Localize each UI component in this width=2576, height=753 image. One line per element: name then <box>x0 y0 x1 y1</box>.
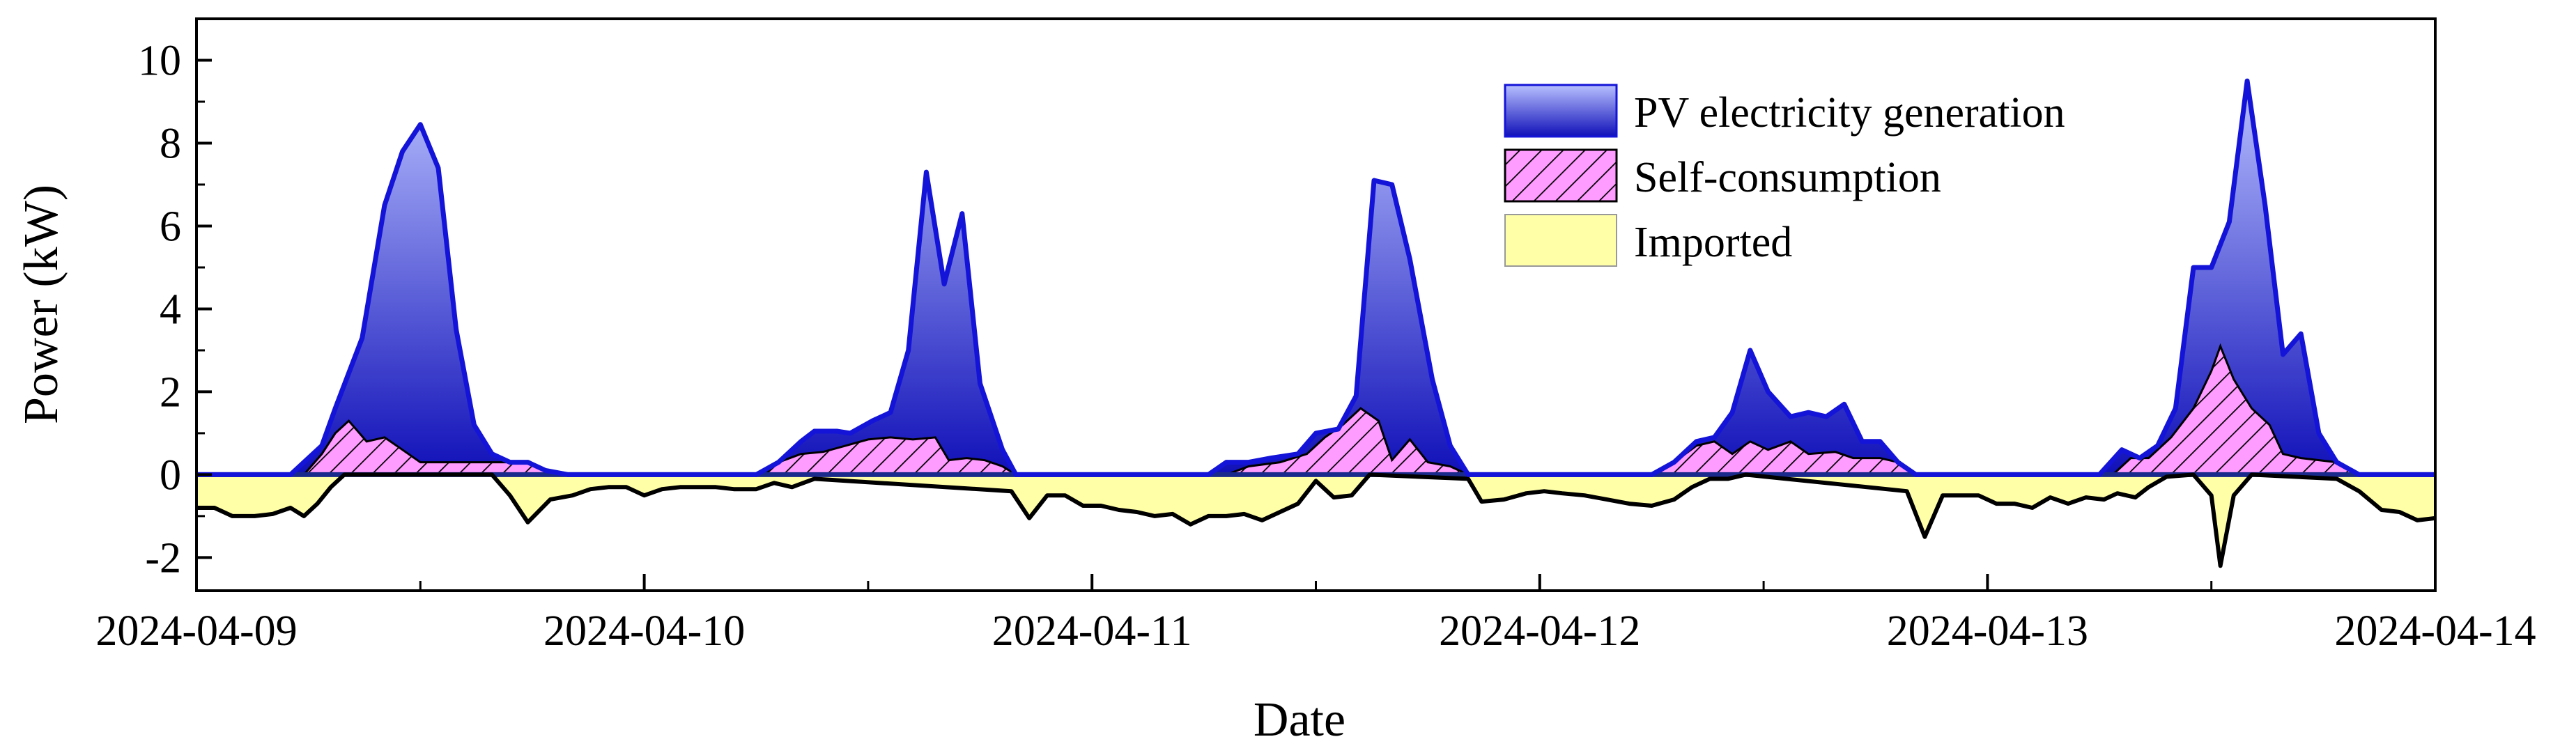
imported-area <box>196 474 2435 566</box>
legend-label-self: Self-consumption <box>1634 154 1941 201</box>
y-tick-label: 4 <box>160 286 181 333</box>
y-tick-label: 0 <box>160 451 181 499</box>
y-tick-label: -2 <box>145 534 181 582</box>
y-axis: -2 0 2 4 6 8 10 <box>138 37 212 582</box>
plot-area <box>196 78 2435 568</box>
legend-swatch-self <box>1504 148 1618 203</box>
x-tick-label: 2024-04-11 <box>992 607 1192 655</box>
x-axis: 2024-04-09 2024-04-10 2024-04-11 2024-04-12… <box>95 574 2536 655</box>
pv-generation-line <box>196 78 2435 477</box>
legend-swatch-pv <box>1504 84 1618 138</box>
x-tick-label: 2024-04-12 <box>1439 607 1640 655</box>
x-axis-title: Date <box>1254 693 1345 747</box>
legend-label-imported: Imported <box>1634 219 1792 266</box>
legend-swatch-imported <box>1504 214 1617 267</box>
y-axis-title: Power (kW) <box>15 185 68 424</box>
x-tick-label: 2024-04-14 <box>2334 607 2536 655</box>
x-tick-label: 2024-04-10 <box>543 607 745 655</box>
self-consumption-area <box>196 343 2435 476</box>
x-tick-label: 2024-04-09 <box>95 607 297 655</box>
legend: PV electricity generation Self-consumpti… <box>1504 84 2065 267</box>
y-tick-label: 8 <box>160 120 181 167</box>
pv-generation-area <box>196 81 2435 475</box>
imported-line <box>196 472 2435 568</box>
y-tick-label: 6 <box>160 203 181 250</box>
x-tick-label: 2024-04-13 <box>1887 607 2088 655</box>
y-tick-label: 10 <box>138 37 181 84</box>
y-tick-label: 2 <box>160 368 181 416</box>
legend-label-pv: PV electricity generation <box>1634 89 2065 137</box>
